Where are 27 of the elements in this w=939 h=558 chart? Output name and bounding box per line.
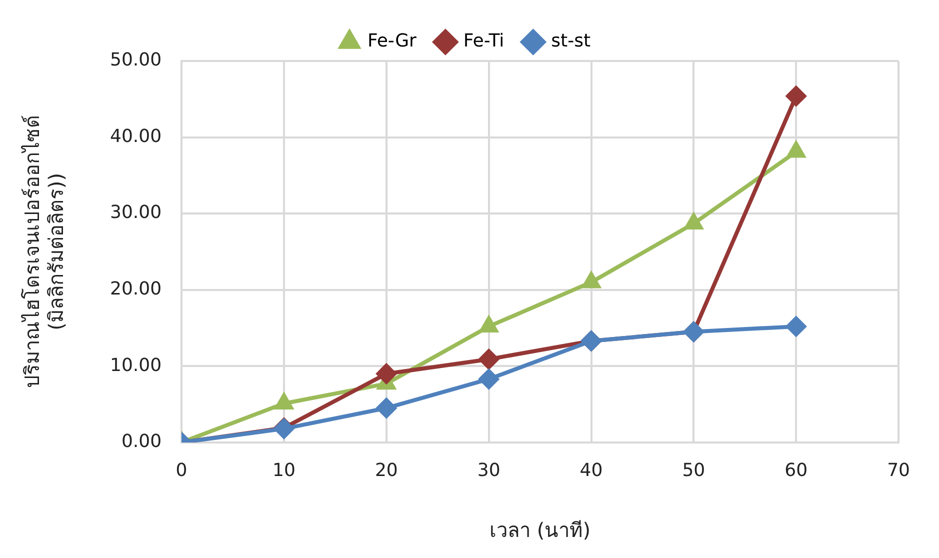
x-tick-label: 70 xyxy=(887,460,910,481)
y-tick-label: 0.00 xyxy=(121,431,162,452)
y-tick-label: 20.00 xyxy=(110,278,162,300)
point xyxy=(582,272,600,288)
x-tick-label: 40 xyxy=(580,460,603,481)
y-tick-label: 30.00 xyxy=(110,202,162,224)
point xyxy=(478,369,499,390)
legend-label: Fe-Ti xyxy=(463,30,504,52)
x-tick-label: 0 xyxy=(176,460,188,481)
y-tick-label: 10.00 xyxy=(110,354,162,376)
point xyxy=(478,349,499,370)
x-axis-title: เวลา (นาที) xyxy=(490,518,591,542)
y-axis-title: ปริมาณไฮโดรเจนเปอร์ออกไซด์ (มิลลิกรัมต่อลิตร)) xyxy=(20,115,68,388)
x-tick-label: 50 xyxy=(682,460,706,481)
point xyxy=(376,398,396,418)
y-tick-label: 40.00 xyxy=(110,126,162,147)
x-tick-label: 10 xyxy=(272,460,296,481)
x-tick-label: 30 xyxy=(477,460,500,481)
x-tick-label: 20 xyxy=(374,460,398,481)
point xyxy=(376,364,396,384)
point xyxy=(786,316,806,336)
point xyxy=(787,142,806,158)
x-tick-label: 60 xyxy=(784,460,808,481)
legend-label: st-st xyxy=(551,30,591,52)
point xyxy=(684,213,703,230)
y-tick-label: 50.00 xyxy=(110,50,162,71)
legend-label: Fe-Gr xyxy=(367,30,418,52)
